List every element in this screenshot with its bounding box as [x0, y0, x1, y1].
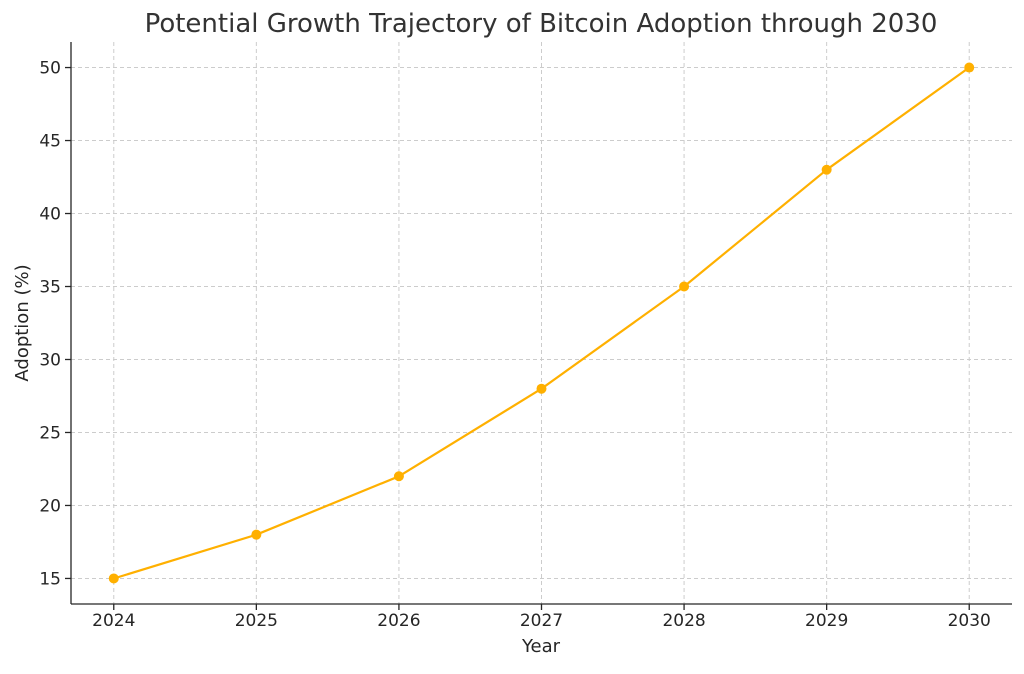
data-point [536, 383, 547, 394]
y-tick-label: 30 [39, 350, 61, 370]
x-tick-label: 2027 [520, 611, 563, 631]
x-tick-label: 2028 [662, 611, 705, 631]
y-tick-label: 25 [39, 423, 61, 443]
series-layer [108, 62, 975, 584]
x-tick-label: 2024 [92, 611, 135, 631]
data-point [821, 164, 832, 175]
y-tick-label: 45 [39, 132, 61, 152]
y-axis-label: Adoption (%) [12, 264, 33, 381]
x-tick-label: 2026 [377, 611, 420, 631]
data-point [679, 281, 690, 292]
x-axis-label: Year [521, 636, 561, 657]
chart-title: Potential Growth Trajectory of Bitcoin A… [145, 9, 938, 39]
data-point [393, 471, 404, 482]
data-point [251, 529, 262, 540]
grid-lines [71, 42, 1012, 604]
x-tick-label: 2029 [805, 611, 848, 631]
data-point [964, 62, 975, 73]
axes: 2024 2025 2026 2027 2028 2029 2030152025303540… [39, 42, 1012, 631]
y-tick-label: 40 [39, 205, 61, 225]
data-point [108, 573, 119, 584]
y-tick-label: 15 [39, 569, 61, 589]
y-tick-label: 50 [39, 59, 61, 79]
y-tick-label: 20 [39, 496, 61, 516]
x-tick-label: 2025 [235, 611, 278, 631]
y-tick-label: 35 [39, 278, 61, 298]
x-tick-label: 2030 [948, 611, 991, 631]
